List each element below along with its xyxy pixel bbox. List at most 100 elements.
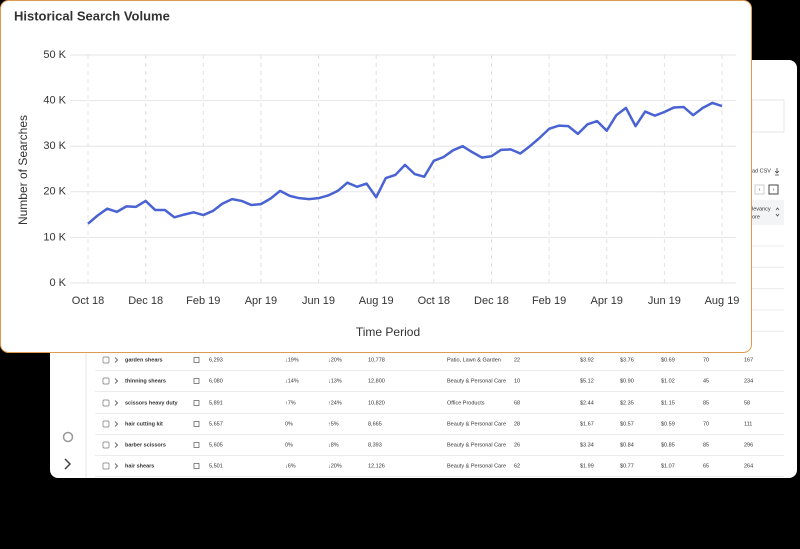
y-axis-label: Number of Searches [16, 115, 30, 225]
table-cell: $0.59 [661, 421, 675, 427]
y-tick-label: 40 K [43, 95, 66, 107]
x-tick-label: Apr 19 [591, 295, 623, 307]
table-cell: garden shears [125, 357, 163, 363]
table-cell: $5.12 [580, 378, 594, 384]
table-cell: 5,891 [209, 400, 223, 406]
table-cell: 26 [514, 442, 520, 448]
table-cell: 5,605 [209, 442, 223, 448]
table-cell: Patio, Lawn & Garden [447, 357, 501, 363]
table-cell: 58 [744, 400, 750, 406]
next-label[interactable]: › [773, 187, 775, 193]
header-cell: ore [752, 214, 760, 220]
table-cell: ↓13% [328, 378, 342, 384]
link-icon[interactable] [193, 421, 200, 427]
x-tick-label: Oct 18 [72, 295, 104, 307]
x-tick-label: Dec 18 [128, 295, 163, 307]
x-tick-label: Aug 19 [359, 295, 394, 307]
row-checkbox[interactable] [102, 377, 110, 385]
table-cell: 22 [514, 357, 520, 363]
table-cell: $0.57 [620, 421, 634, 427]
table-cell: 85 [703, 400, 709, 406]
y-tick-label: 50 K [43, 49, 66, 61]
download-icon[interactable] [774, 168, 780, 176]
table-cell: Beauty & Personal Care [447, 421, 506, 427]
row-checkbox[interactable] [102, 441, 110, 449]
table-cell: ↑5% [328, 421, 339, 427]
chart-card: Historical Search Volume Number of Searc… [0, 0, 752, 353]
table-cell: 65 [703, 463, 709, 469]
row-expand[interactable] [114, 400, 119, 406]
link-icon[interactable] [193, 357, 200, 363]
table-cell: $1.67 [580, 421, 594, 427]
row-checkbox[interactable] [102, 399, 110, 407]
y-tick-label: 20 K [43, 186, 66, 198]
table-cell: $1.02 [661, 378, 675, 384]
table-cell: ↑7% [285, 400, 296, 406]
row-expand[interactable] [114, 378, 119, 384]
x-tick-label: Feb 19 [186, 295, 220, 307]
x-tick-label: Jun 19 [648, 295, 681, 307]
table-cell: 68 [514, 400, 520, 406]
table-cell: 0% [285, 421, 293, 427]
table-cell: 8,665 [368, 421, 382, 427]
x-tick-label: Aug 19 [705, 295, 740, 307]
table-cell: 28 [514, 421, 520, 427]
row-expand[interactable] [114, 463, 119, 469]
row-checkbox[interactable] [102, 356, 110, 364]
table-cell: $0.77 [620, 463, 634, 469]
row-expand[interactable] [114, 442, 119, 448]
table-cell: scissors heavy duty [125, 400, 179, 406]
table-cell: 8,393 [368, 442, 382, 448]
link-icon[interactable] [193, 463, 200, 469]
table-cell: $1.07 [661, 463, 675, 469]
table-cell: 111 [744, 421, 752, 427]
table-cell: $1.99 [580, 463, 594, 469]
table-cell: 70 [703, 357, 709, 363]
x-tick-label: Feb 19 [532, 295, 566, 307]
prev-label[interactable]: ‹ [759, 187, 761, 193]
y-tick-label: 0 K [49, 277, 66, 289]
table-cell: 10,778 [368, 357, 385, 363]
table-cell: 0% [285, 442, 293, 448]
table-cell: 10,820 [368, 400, 385, 406]
table-cell: $2.44 [580, 400, 594, 406]
expand-icon[interactable] [64, 458, 72, 470]
settings-icon[interactable] [62, 431, 74, 443]
table-cell: $0.90 [620, 378, 634, 384]
table-cell: ↓19% [285, 357, 299, 363]
sort-icon[interactable] [775, 207, 780, 217]
table-cell: barber scissors [125, 442, 166, 448]
link-icon[interactable] [193, 442, 200, 448]
table-cell: 85 [703, 442, 709, 448]
table-cell: ↓20% [328, 357, 342, 363]
table-cell: ↓14% [285, 378, 299, 384]
x-tick-label: Apr 19 [245, 295, 277, 307]
table-cell: 6,293 [209, 357, 223, 363]
table-cell: hair shears [125, 463, 154, 469]
link-icon[interactable] [193, 378, 200, 384]
table-cell: 45 [703, 378, 709, 384]
table-cell: 5,501 [209, 463, 223, 469]
row-expand[interactable] [114, 357, 119, 363]
table-cell: Beauty & Personal Care [447, 463, 506, 469]
table-cell: $2.35 [620, 400, 634, 406]
table-cell: 5,657 [209, 421, 223, 427]
table-cell: 62 [514, 463, 520, 469]
next-page[interactable] [768, 184, 779, 195]
row-checkbox[interactable] [102, 420, 110, 428]
x-tick-label: Oct 18 [418, 295, 450, 307]
table-cell: thinning shears [125, 378, 166, 384]
download-csv[interactable]: ad CSV [752, 168, 771, 174]
table-cell: $3.34 [580, 442, 594, 448]
table-cell: 264 [744, 463, 753, 469]
x-tick-label: Dec 18 [474, 295, 509, 307]
row-checkbox[interactable] [102, 462, 110, 470]
table-cell: ↓20% [328, 463, 342, 469]
link-icon[interactable] [193, 400, 200, 406]
prev-page[interactable] [754, 184, 765, 195]
table-cell: $3.76 [620, 357, 634, 363]
table-cell: 296 [744, 442, 753, 448]
table-cell: 12,800 [368, 378, 385, 384]
row-expand[interactable] [114, 421, 119, 427]
